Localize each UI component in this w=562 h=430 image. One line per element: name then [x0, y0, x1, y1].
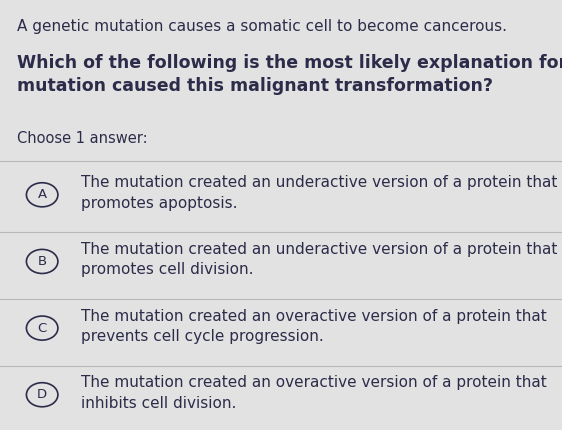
- Text: The mutation created an underactive version of a protein that
promotes cell divi: The mutation created an underactive vers…: [81, 242, 558, 277]
- Text: Which of the following is the most likely explanation for how the
mutation cause: Which of the following is the most likel…: [17, 54, 562, 95]
- Text: A genetic mutation causes a somatic cell to become cancerous.: A genetic mutation causes a somatic cell…: [17, 19, 507, 34]
- Text: Choose 1 answer:: Choose 1 answer:: [17, 131, 147, 146]
- Text: The mutation created an overactive version of a protein that
prevents cell cycle: The mutation created an overactive versi…: [81, 309, 547, 344]
- Text: C: C: [38, 322, 47, 335]
- Text: The mutation created an overactive version of a protein that
inhibits cell divis: The mutation created an overactive versi…: [81, 375, 547, 411]
- Text: D: D: [37, 388, 47, 401]
- Text: A: A: [38, 188, 47, 201]
- Text: The mutation created an underactive version of a protein that
promotes apoptosis: The mutation created an underactive vers…: [81, 175, 558, 211]
- Text: B: B: [38, 255, 47, 268]
